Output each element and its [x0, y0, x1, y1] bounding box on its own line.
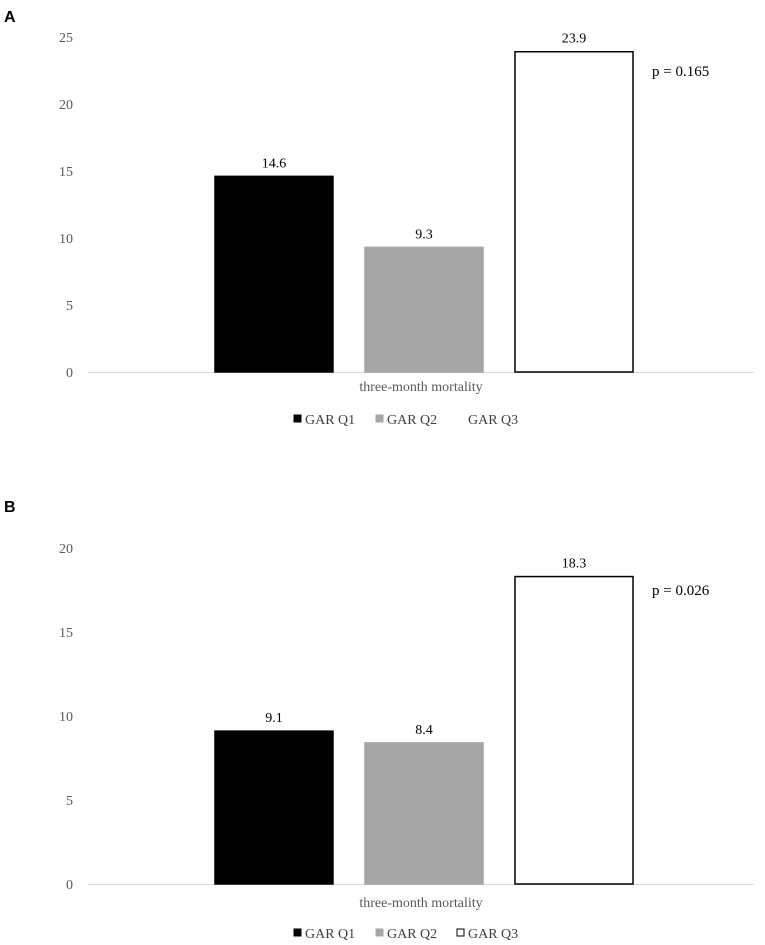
legend-label: GAR Q2 [387, 927, 437, 942]
legend-label: GAR Q3 [468, 927, 518, 942]
legend-label: GAR Q1 [305, 927, 355, 942]
y-tick-label: 15 [59, 626, 73, 641]
y-tick-label: 10 [59, 232, 73, 247]
legend-label: GAR Q2 [387, 413, 437, 428]
panel-a: A 0 5 10 15 20 25 14.6 9.3 23.9 three-month mor… [4, 9, 754, 428]
legend-label: GAR Q1 [305, 413, 355, 428]
category-label: three-month mortality [359, 896, 482, 911]
bars [214, 575, 634, 885]
y-tick-label: 20 [59, 542, 73, 557]
p-value-annotation: p = 0.026 [652, 583, 710, 599]
panel-letter: A [4, 9, 16, 26]
y-tick-label: 10 [59, 710, 73, 725]
bar-gar-q3 [514, 50, 634, 373]
y-tick-label: 15 [59, 165, 73, 180]
panel-b: B 0 5 10 15 20 9.1 8.4 18.3 three-month mortal… [4, 499, 754, 942]
bar-gar-q2 [364, 246, 484, 373]
data-labels: 14.6 9.3 23.9 [262, 32, 587, 243]
y-tick-label: 5 [66, 794, 73, 809]
bar-gar-q2 [364, 742, 484, 885]
data-label: 9.3 [415, 227, 433, 242]
legend-swatch [375, 928, 384, 937]
data-label: 14.6 [262, 156, 287, 171]
data-label: 9.1 [265, 711, 283, 726]
p-value-annotation: p = 0.165 [652, 64, 709, 80]
data-label: 18.3 [562, 557, 587, 572]
legend: GAR Q1 GAR Q2 GAR Q3 [293, 927, 518, 942]
legend: GAR Q1 GAR Q2 GAR Q3 [293, 413, 518, 428]
y-tick-label: 25 [59, 31, 73, 46]
y-tick-label: 0 [66, 878, 73, 893]
legend-swatch [293, 414, 302, 423]
bar-gar-q3 [514, 575, 634, 885]
data-label: 8.4 [415, 723, 433, 738]
panel-letter: B [4, 499, 16, 516]
legend-swatch [375, 414, 384, 423]
y-tick-label: 20 [59, 98, 73, 113]
data-label: 23.9 [562, 32, 587, 47]
bars [214, 50, 634, 373]
bar-gar-q1 [214, 175, 334, 373]
y-axis-ticks: 0 5 10 15 20 25 [59, 31, 73, 381]
category-label: three-month mortality [359, 380, 482, 395]
y-axis-ticks: 0 5 10 15 20 [59, 542, 73, 893]
y-tick-label: 5 [66, 299, 73, 314]
data-labels: 9.1 8.4 18.3 [265, 557, 586, 738]
legend-swatch [293, 928, 302, 937]
legend-swatch [456, 928, 465, 937]
y-tick-label: 0 [66, 366, 73, 381]
bar-gar-q1 [214, 730, 334, 885]
legend-label: GAR Q3 [468, 413, 518, 428]
